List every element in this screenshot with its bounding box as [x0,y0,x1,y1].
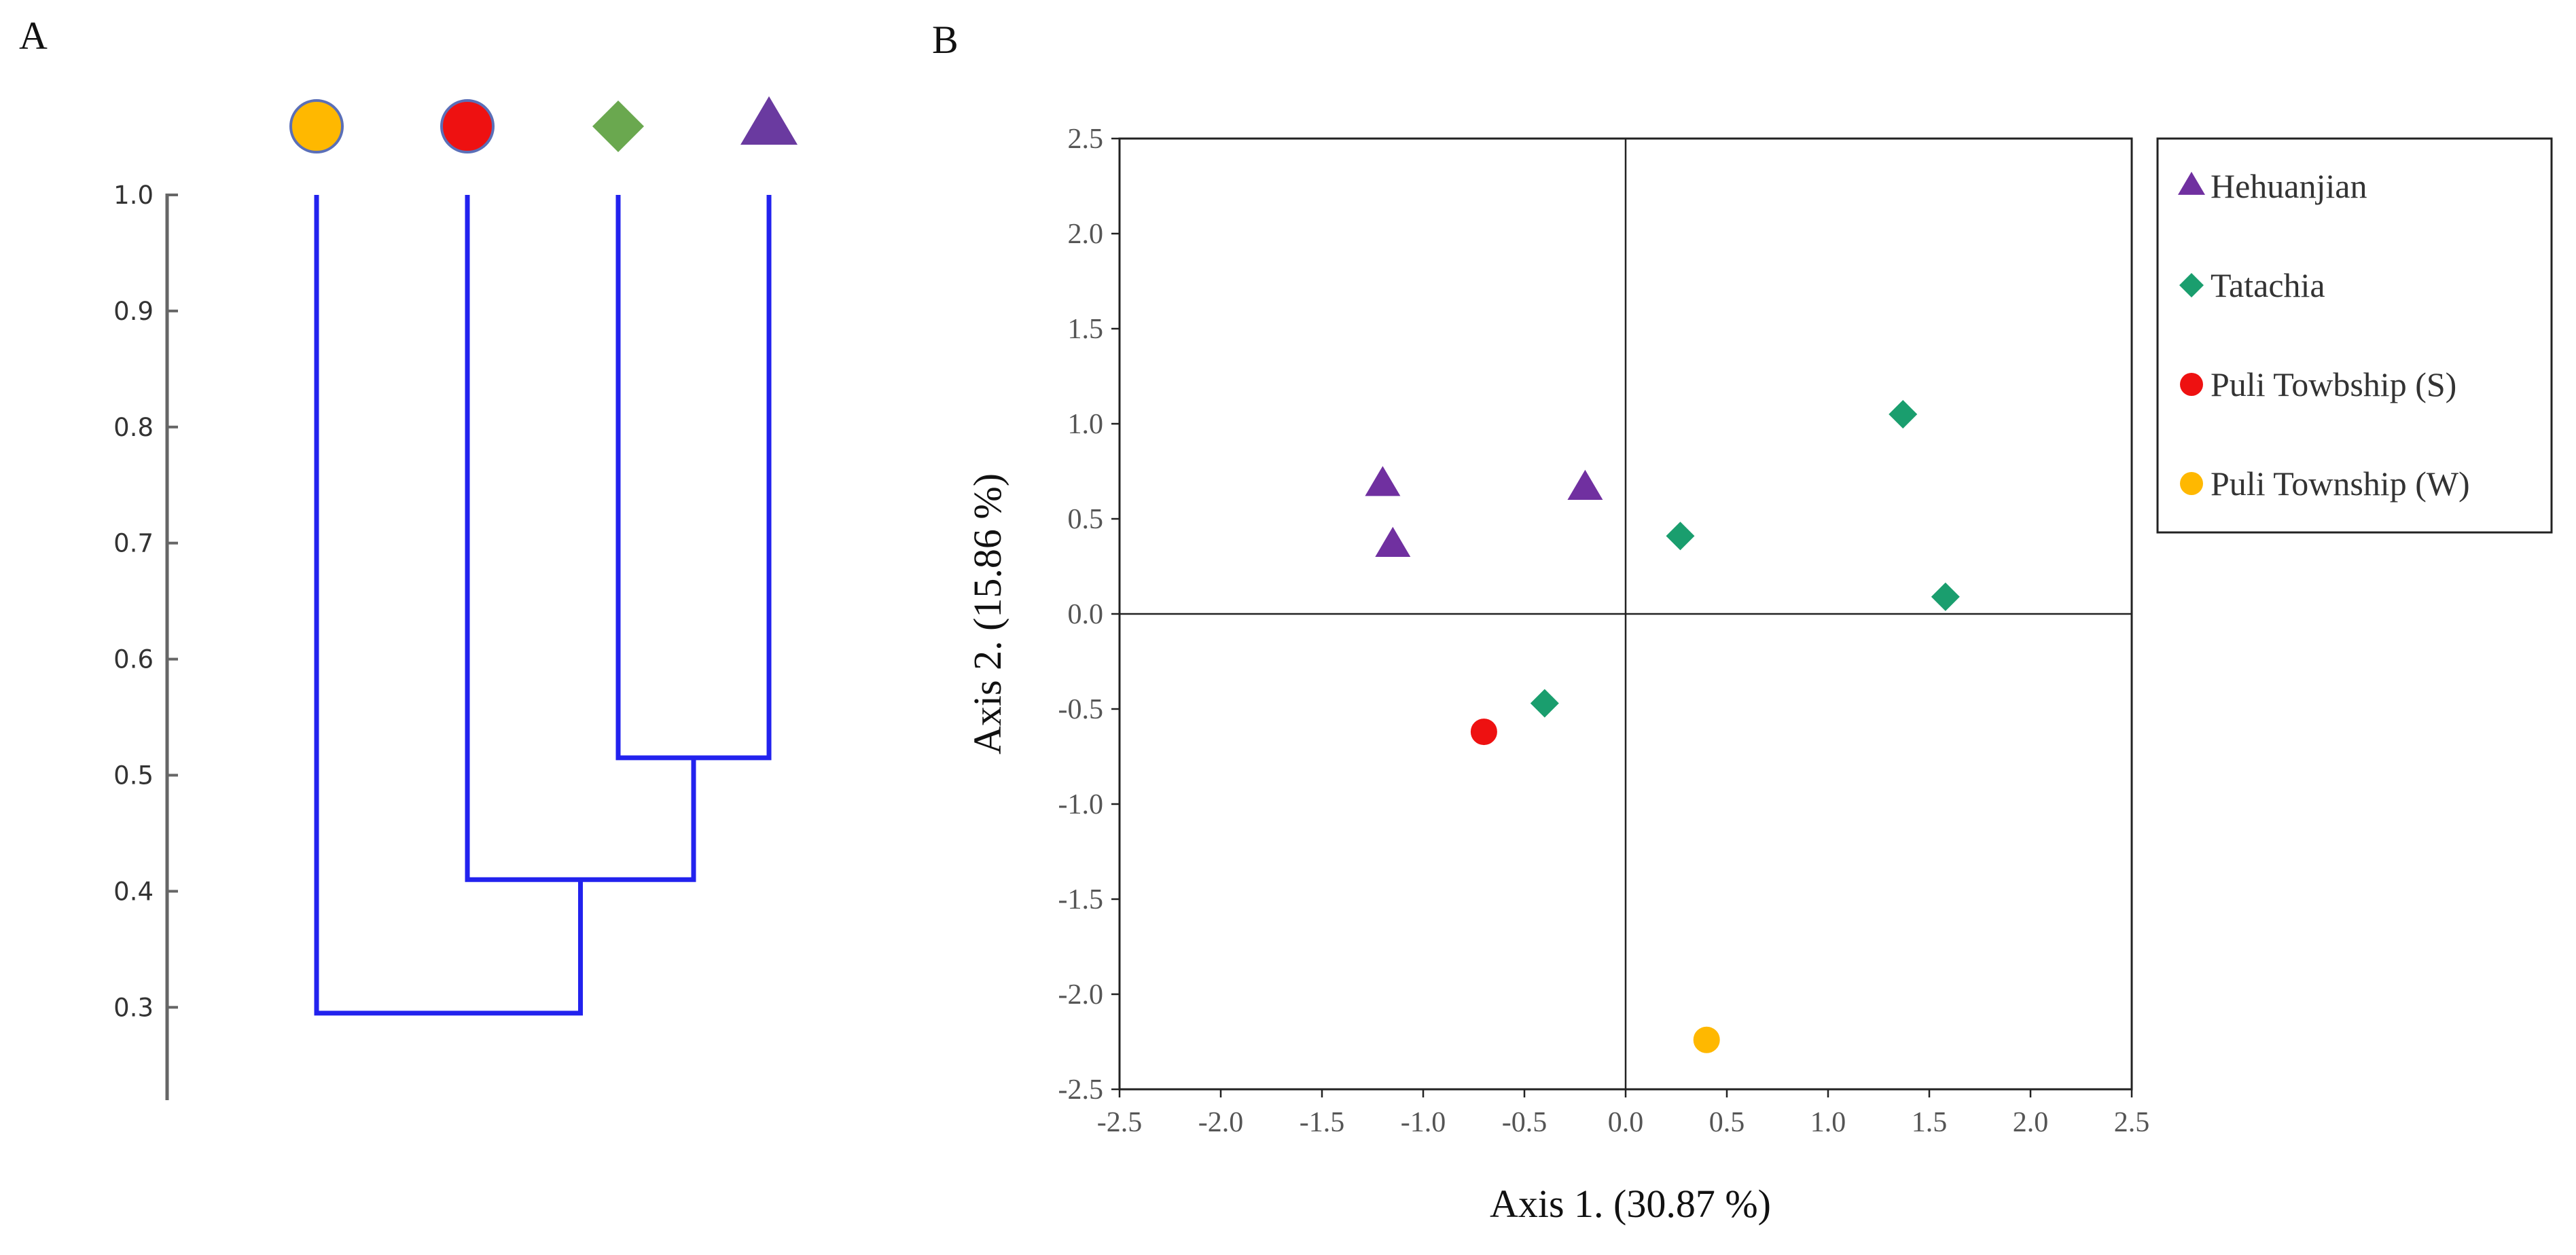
legend-marker-circle [2180,373,2203,396]
dendrogram-y-ticks: 1.0 0.9 0.8 0.7 0.6 0.5 0.4 0.3 [113,181,178,1022]
dendrogram-tick-label: 0.3 [113,993,154,1022]
legend-marker-diamond [2179,273,2204,297]
legend-label: Tatachia [2211,266,2325,304]
x-tick-label: -2.5 [1097,1107,1143,1138]
dendrogram-tick-label: 0.7 [113,529,154,558]
dendrogram-tick-label: 0.5 [113,761,154,790]
dendrogram-link [314,195,583,1016]
dendrogram-tick-label: 0.9 [113,297,154,326]
y-tick-label: 2.5 [1068,124,1104,155]
point-diamond [1530,689,1559,718]
y-tick-label: -2.5 [1058,1074,1104,1106]
legend-marker-triangle [2178,171,2205,195]
scatter-points [1365,400,1960,1055]
dendrogram-tick-label: 0.6 [113,645,154,674]
x-tick-label: 2.5 [2114,1107,2150,1138]
x-tick-label: 1.0 [1810,1107,1846,1138]
y-tick-label: -1.0 [1058,789,1104,820]
dendrogram-leaf-markers [289,96,798,153]
panel-label-a: A [19,14,48,58]
dendrogram-tick-label: 1.0 [113,181,154,210]
x-tick-label: -1.5 [1300,1107,1345,1138]
x-tick-label: -2.0 [1198,1107,1244,1138]
dendrogram-tick-label: 0.8 [113,413,154,442]
y-tick-label: 1.5 [1068,314,1104,345]
leaf-marker-circle [440,99,495,153]
pcoa-panel: B -2.5 -2.0 -1.5 -1.0 -0.5 0.0 0.5 1.0 1.5 2.0 2.5… [932,18,2553,1226]
point-triangle [1365,466,1401,496]
point-circle [1468,716,1499,748]
x-tick-label: 2.0 [2013,1107,2049,1138]
dendrogram-links [314,195,772,1016]
y-tick-label: 2.0 [1068,219,1104,250]
x-tick-label: -1.0 [1401,1107,1446,1138]
legend-box [2156,137,2553,534]
legend: Hehuanjian Tatachia Puli Towbship (S) Puli … [2156,137,2553,534]
point-circle [1691,1024,1722,1055]
y-tick-label: 0.0 [1068,599,1104,630]
legend-label: Puli Township (W) [2211,465,2470,503]
point-triangle [1567,469,1603,500]
x-axis-ticks: -2.5 -2.0 -1.5 -1.0 -0.5 0.0 0.5 1.0 1.5 2.0 2.5 [1097,1089,2150,1138]
legend-marker-circle [2180,472,2203,495]
leaf-marker-circle [289,99,344,153]
y-tick-label: -1.5 [1058,884,1104,915]
dendrogram-link [465,195,696,882]
point-diamond [1889,400,1918,429]
legend-items: Hehuanjian Tatachia Puli Towbship (S) Puli … [2178,167,2470,503]
leaf-marker-triangle [740,96,798,145]
dendrogram-link [615,195,772,761]
y-tick-label: 1.0 [1068,409,1104,440]
point-diamond [1666,522,1695,551]
x-tick-label: 1.5 [1912,1107,1948,1138]
x-tick-label: 0.5 [1709,1107,1745,1138]
x-tick-label: 0.0 [1608,1107,1644,1138]
point-triangle [1375,526,1411,557]
y-axis-ticks: 2.5 2.0 1.5 1.0 0.5 0.0 -0.5 -1.0 -1.5 -2.0 -2.5 [1058,124,1120,1106]
x-axis-title: Axis 1. (30.87 %) [1490,1182,1771,1226]
y-tick-label: -0.5 [1058,694,1104,725]
y-tick-label: -2.0 [1058,979,1104,1011]
legend-label: Hehuanjian [2211,167,2367,205]
leaf-marker-diamond [592,101,644,152]
point-diamond [1931,582,1960,611]
legend-label: Puli Towbship (S) [2211,365,2456,403]
y-tick-label: 0.5 [1068,504,1104,535]
dendrogram-panel: A 1.0 0.9 0.8 0.7 0.6 0.5 0.4 0.3 [19,14,798,1100]
panel-label-b: B [932,18,959,62]
dendrogram-tick-label: 0.4 [113,877,154,906]
y-axis-title: Axis 2. (15.86 %) [965,473,1009,754]
x-tick-label: -0.5 [1502,1107,1548,1138]
